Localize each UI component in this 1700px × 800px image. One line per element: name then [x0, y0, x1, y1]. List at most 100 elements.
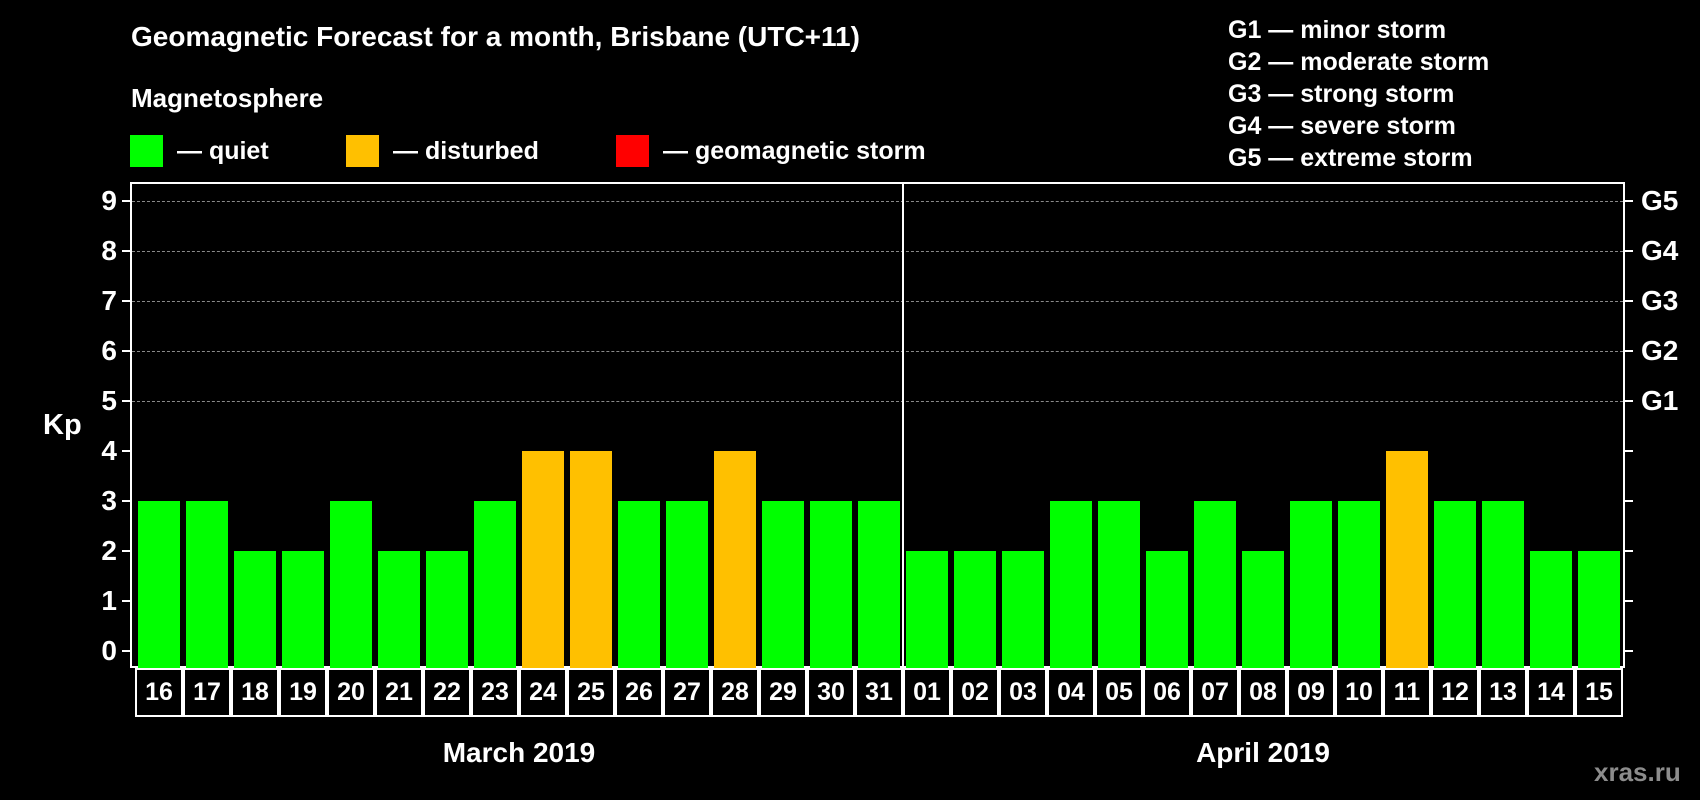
date-label: 14 [1527, 668, 1575, 717]
date-label: 21 [375, 668, 423, 717]
kp-bar [906, 551, 948, 668]
kp-bar [1482, 501, 1524, 668]
y-tick-label: 4 [101, 435, 117, 466]
kp-bar [330, 501, 372, 668]
legend-heading: Magnetosphere [131, 83, 324, 113]
legend-item-quiet: — quiet [130, 135, 269, 167]
kp-bar [1386, 451, 1428, 668]
date-label: 01 [903, 668, 951, 717]
date-label: 20 [327, 668, 375, 717]
kp-bar [1146, 551, 1188, 668]
month-label-april: April 2019 [1196, 737, 1330, 768]
date-label: 04 [1047, 668, 1095, 717]
legend-label-quiet: — quiet [177, 136, 269, 165]
g-level-label: G2 [1641, 335, 1679, 366]
legend-label-storm: — geomagnetic storm [663, 136, 926, 165]
kp-bar [618, 501, 660, 668]
y-axis-label: Kp [43, 409, 82, 441]
y-tick-label: 0 [101, 635, 117, 666]
watermark: xras.ru [1594, 757, 1681, 787]
legend-item-disturbed: — disturbed [346, 135, 539, 167]
date-label: 22 [423, 668, 471, 717]
kp-bar [1050, 501, 1092, 668]
date-label: 25 [567, 668, 615, 717]
y-tick-left [122, 600, 130, 602]
date-label: 19 [279, 668, 327, 717]
y-tick-label: 1 [101, 585, 117, 616]
date-label: 23 [471, 668, 519, 717]
date-label: 05 [1095, 668, 1143, 717]
y-tick-right [1625, 550, 1633, 552]
y-tick-left [122, 200, 130, 202]
kp-bar [1290, 501, 1332, 668]
kp-bar [426, 551, 468, 668]
y-tick-right [1625, 600, 1633, 602]
y-tick-right [1625, 250, 1633, 252]
kp-bar [810, 501, 852, 668]
date-label: 12 [1431, 668, 1479, 717]
date-label: 27 [663, 668, 711, 717]
date-label: 15 [1575, 668, 1623, 717]
y-tick-label: 6 [101, 335, 117, 366]
y-tick-label: 7 [101, 285, 117, 316]
y-tick-label: 9 [101, 185, 117, 216]
date-label: 07 [1191, 668, 1239, 717]
date-label: 02 [951, 668, 999, 717]
y-tick-right [1625, 650, 1633, 652]
date-label: 09 [1287, 668, 1335, 717]
kp-bar [234, 551, 276, 668]
kp-bar [1242, 551, 1284, 668]
date-label: 26 [615, 668, 663, 717]
kp-bar [1434, 501, 1476, 668]
y-tick-right [1625, 450, 1633, 452]
y-tick-left [122, 500, 130, 502]
date-label: 03 [999, 668, 1047, 717]
kp-bar [1578, 551, 1620, 668]
g-level-label: G3 [1641, 285, 1679, 316]
y-tick-left [122, 350, 130, 352]
g-level-label: G1 [1641, 385, 1679, 416]
y-tick-label: 8 [101, 235, 117, 266]
month-label-march: March 2019 [442, 737, 596, 768]
kp-bar [1002, 551, 1044, 668]
kp-bar [714, 451, 756, 668]
kp-bar [666, 501, 708, 668]
y-tick-right [1625, 300, 1633, 302]
y-tick-left [122, 300, 130, 302]
y-tick-right [1625, 200, 1633, 202]
date-label: 10 [1335, 668, 1383, 717]
y-tick-left [122, 400, 130, 402]
kp-bar [378, 551, 420, 668]
gridline [132, 301, 1623, 302]
date-label: 31 [855, 668, 903, 717]
kp-bar [1338, 501, 1380, 668]
kp-bar [570, 451, 612, 668]
gridline [132, 201, 1623, 202]
legend-item-storm: — geomagnetic storm [616, 135, 926, 167]
kp-bar [186, 501, 228, 668]
g-level-label: G4 [1641, 235, 1679, 266]
date-label: 18 [231, 668, 279, 717]
date-label: 08 [1239, 668, 1287, 717]
g-scale-g3: G3 — strong storm [1228, 80, 1455, 108]
storm-swatch-icon [616, 135, 649, 167]
chart-title: Geomagnetic Forecast for a month, Brisba… [131, 21, 860, 52]
kp-bar [282, 551, 324, 668]
kp-bar [138, 501, 180, 668]
g-scale-legend: G1 — minor storm G2 — moderate storm G3 … [1228, 14, 1489, 174]
month-divider [902, 183, 904, 668]
y-tick-left [122, 650, 130, 652]
g-level-label: G5 [1641, 185, 1679, 216]
date-label: 24 [519, 668, 567, 717]
g-scale-g5: G5 — extreme storm [1228, 144, 1473, 172]
gridline [132, 251, 1623, 252]
kp-bar [1098, 501, 1140, 668]
date-label: 06 [1143, 668, 1191, 717]
kp-bar [522, 451, 564, 668]
kp-bar [954, 551, 996, 668]
y-tick-label: 5 [101, 385, 117, 416]
y-tick-label: 2 [101, 535, 117, 566]
kp-bar [474, 501, 516, 668]
date-label: 16 [135, 668, 183, 717]
kp-bar [858, 501, 900, 668]
